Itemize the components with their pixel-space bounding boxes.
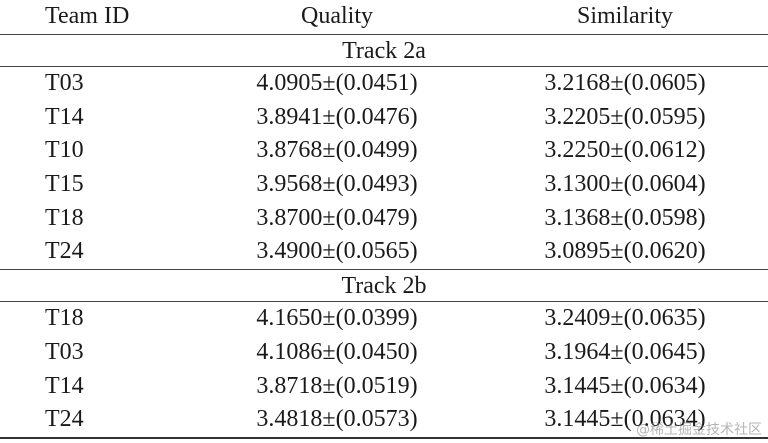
table-cell: 3.2205±(0.0595) <box>544 103 706 130</box>
table-row: T15 3.9568±(0.0493) 3.1300±(0.0604) <box>0 168 768 202</box>
section-title: Track 2a <box>0 33 768 68</box>
table-row: T14 3.8941±(0.0476) 3.2205±(0.0595) <box>0 101 768 135</box>
table-cell: T03 <box>45 70 84 97</box>
table-cell: 4.0905±(0.0451) <box>256 70 418 97</box>
table-cell: 3.8941±(0.0476) <box>256 103 418 130</box>
table-cell: T03 <box>45 338 84 365</box>
table-cell: 3.1368±(0.0598) <box>544 204 706 231</box>
table-cell: 3.1445±(0.0634) <box>544 372 706 399</box>
table-cell: T14 <box>45 103 84 130</box>
table-row: T24 3.4818±(0.0573) 3.1445±(0.0634) <box>0 403 768 437</box>
table-cell: 3.8700±(0.0479) <box>256 204 418 231</box>
table-cell: T18 <box>45 305 84 332</box>
header-cell: Team ID <box>45 3 130 29</box>
table-cell: 3.8718±(0.0519) <box>256 372 418 399</box>
table-cell: 3.2168±(0.0605) <box>544 70 706 97</box>
table-row: T24 3.4900±(0.0565) 3.0895±(0.0620) <box>0 235 768 269</box>
table-cell: T24 <box>45 238 84 265</box>
header-row: Team ID Quality Similarity <box>0 0 768 34</box>
table-cell: 3.2250±(0.0612) <box>544 137 706 164</box>
table-row: T03 4.1086±(0.0450) 3.1964±(0.0645) <box>0 336 768 370</box>
table-cell: 3.4900±(0.0565) <box>256 238 418 265</box>
table-cell: 3.1445±(0.0634) <box>544 406 706 433</box>
table-cell: 3.9568±(0.0493) <box>256 170 418 197</box>
table-cell: 3.4818±(0.0573) <box>256 406 418 433</box>
table-cell: T10 <box>45 137 84 164</box>
table-cell: 3.2409±(0.0635) <box>544 305 706 332</box>
table-cell: T24 <box>45 406 84 433</box>
header-cell: Similarity <box>577 3 673 29</box>
table-cell: T15 <box>45 170 84 197</box>
table-cell: 3.8768±(0.0499) <box>256 137 418 164</box>
table-row: T10 3.8768±(0.0499) 3.2250±(0.0612) <box>0 134 768 168</box>
table-cell: T18 <box>45 204 84 231</box>
table-cell: 3.1964±(0.0645) <box>544 338 706 365</box>
table-cell: 3.0895±(0.0620) <box>544 238 706 265</box>
table-cell: 4.1650±(0.0399) <box>256 305 418 332</box>
table-cell: 4.1086±(0.0450) <box>256 338 418 365</box>
header-cell: Quality <box>301 3 373 29</box>
table-row: T03 4.0905±(0.0451) 3.2168±(0.0605) <box>0 67 768 101</box>
table-cell: 3.1300±(0.0604) <box>544 170 706 197</box>
section-title: Track 2b <box>0 268 768 303</box>
table-row: T18 3.8700±(0.0479) 3.1368±(0.0598) <box>0 202 768 236</box>
table-cell: T14 <box>45 372 84 399</box>
table-row: T14 3.8718±(0.0519) 3.1445±(0.0634) <box>0 370 768 404</box>
watermark: @稀土掘金技术社区 <box>636 422 762 438</box>
table-row: T18 4.1650±(0.0399) 3.2409±(0.0635) <box>0 302 768 336</box>
